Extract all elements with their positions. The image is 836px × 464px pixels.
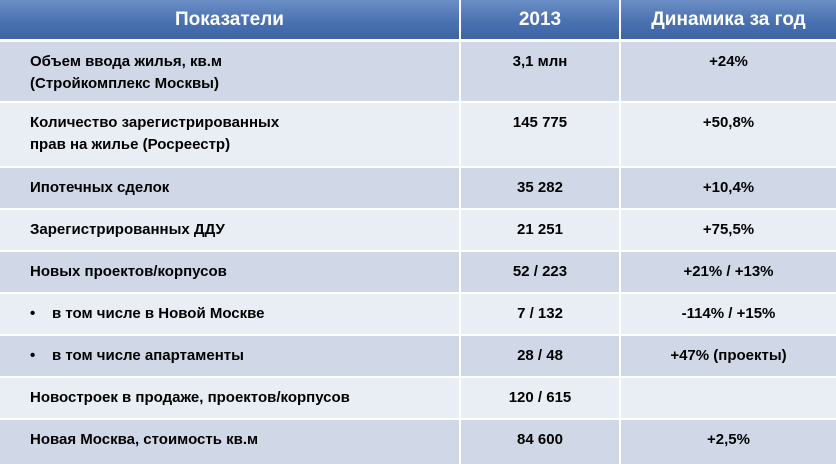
table-row: • в том числе апартаменты 28 / 48 +47% (п… [0, 335, 836, 378]
row-label-text: в том числе апартаменты [52, 347, 244, 364]
row-label-line: (Стройкомплекс Москвы) [30, 75, 219, 92]
row-value: 52 / 223 [460, 251, 621, 294]
row-value: 84 600 [460, 419, 621, 464]
header-dynamics: Динамика за год [620, 0, 836, 42]
row-change: +2,5% [620, 419, 836, 464]
table-row: • в том числе в Новой Москве 7 / 132 -114… [0, 293, 836, 336]
row-label-line: прав на жилье (Росреестр) [30, 136, 231, 153]
row-label: Количество зарегистрированных прав на жил… [0, 102, 461, 168]
row-label: Объем ввода жилья, кв.м (Стройкомплекс Мо… [0, 40, 461, 103]
row-label: Новых проектов/корпусов [0, 251, 461, 294]
row-value: 145 775 [460, 102, 621, 168]
row-value: 28 / 48 [460, 335, 621, 378]
bullet-icon: • [30, 347, 36, 364]
row-change: +21% / +13% [620, 251, 836, 294]
row-label: • в том числе апартаменты [0, 335, 461, 378]
row-value: 120 / 615 [460, 377, 621, 420]
row-value: 7 / 132 [460, 293, 621, 336]
row-change: +75,5% [620, 209, 836, 252]
row-label: Новостроек в продаже, проектов/корпусов [0, 377, 461, 420]
table-header-row: Показатели 2013 Динамика за год [0, 0, 836, 42]
table-row: Новых проектов/корпусов 52 / 223 +21% / … [0, 251, 836, 294]
row-change: -114% / +15% [620, 293, 836, 336]
table-row: Объем ввода жилья, кв.м (Стройкомплекс Мо… [0, 40, 836, 103]
table-row: Количество зарегистрированных прав на жил… [0, 102, 836, 168]
row-change: +50,8% [620, 102, 836, 168]
row-change: +10,4% [620, 167, 836, 210]
row-change: +47% (проекты) [620, 335, 836, 378]
header-year: 2013 [460, 0, 621, 42]
row-change [620, 377, 836, 420]
bullet-icon: • [30, 305, 36, 322]
header-indicators: Показатели [0, 0, 461, 42]
table-row: Ипотечных сделок 35 282 +10,4% [0, 167, 836, 210]
row-label-text: в том числе в Новой Москве [52, 305, 265, 322]
row-value: 35 282 [460, 167, 621, 210]
row-label: Новая Москва, стоимость кв.м [0, 419, 461, 464]
table-row: Новая Москва, стоимость кв.м 84 600 +2,5… [0, 419, 836, 464]
row-change: +24% [620, 40, 836, 103]
row-label-line: Объем ввода жилья, кв.м [30, 53, 223, 70]
row-value: 3,1 млн [460, 40, 621, 103]
table-row: Зарегистрированных ДДУ 21 251 +75,5% [0, 209, 836, 252]
row-label-line: Количество зарегистрированных [30, 114, 280, 131]
table-row: Новостроек в продаже, проектов/корпусов … [0, 377, 836, 420]
row-label: Зарегистрированных ДДУ [0, 209, 461, 252]
row-value: 21 251 [460, 209, 621, 252]
row-label: Ипотечных сделок [0, 167, 461, 210]
row-label: • в том числе в Новой Москве [0, 293, 461, 336]
